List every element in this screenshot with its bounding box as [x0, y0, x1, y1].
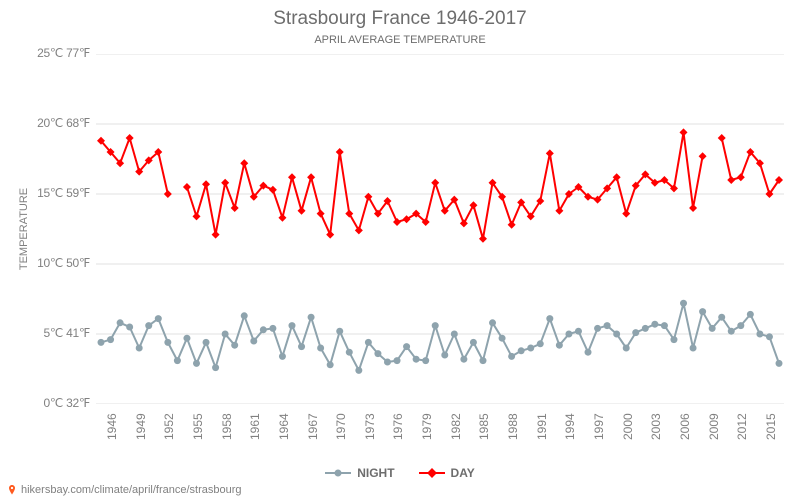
- x-tick: 1985: [477, 413, 491, 440]
- x-tick: 1988: [506, 413, 520, 440]
- legend-swatch-day: [419, 472, 445, 474]
- y-tick: 10℃ 50℉: [30, 256, 90, 270]
- x-tick: 1946: [105, 413, 119, 440]
- x-tick: 1997: [592, 413, 606, 440]
- y-tick: 20℃ 68℉: [30, 116, 90, 130]
- x-tick: 1958: [220, 413, 234, 440]
- chart-plot: [96, 54, 784, 404]
- x-tick: 2003: [649, 413, 663, 440]
- x-tick: 1982: [449, 413, 463, 440]
- x-tick: 2009: [707, 413, 721, 440]
- x-tick: 1955: [191, 413, 205, 440]
- attribution: hikersbay.com/climate/april/france/stras…: [6, 484, 242, 496]
- y-tick: 25℃ 77℉: [30, 46, 90, 60]
- y-axis-label: TEMPERATURE: [18, 184, 30, 274]
- x-tick: 1961: [248, 413, 262, 440]
- legend-label-day: DAY: [451, 466, 475, 480]
- x-tick: 1970: [334, 413, 348, 440]
- legend-label-night: NIGHT: [357, 466, 394, 480]
- x-tick: 2000: [621, 413, 635, 440]
- map-pin-icon: [6, 484, 18, 496]
- x-tick: 1979: [420, 413, 434, 440]
- x-tick: 1973: [363, 413, 377, 440]
- chart-legend: NIGHT DAY: [0, 466, 800, 480]
- chart-title: Strasbourg France 1946-2017: [0, 8, 800, 30]
- y-tick: 0℃ 32℉: [30, 396, 90, 410]
- x-tick: 1964: [277, 413, 291, 440]
- x-tick: 2012: [735, 413, 749, 440]
- y-tick: 5℃ 41℉: [30, 326, 90, 340]
- attribution-text: hikersbay.com/climate/april/france/stras…: [21, 484, 242, 496]
- legend-marker-day: [427, 468, 437, 478]
- x-tick: 1994: [563, 413, 577, 440]
- y-tick: 15℃ 59℉: [30, 186, 90, 200]
- legend-swatch-night: [325, 472, 351, 474]
- x-tick: 1976: [391, 413, 405, 440]
- x-tick: 1991: [535, 413, 549, 440]
- x-tick: 2015: [764, 413, 778, 440]
- x-tick: 2006: [678, 413, 692, 440]
- legend-item-night: NIGHT: [325, 466, 394, 480]
- x-tick: 1949: [134, 413, 148, 440]
- legend-marker-night: [335, 470, 342, 477]
- x-tick: 1952: [162, 413, 176, 440]
- chart-subtitle: APRIL AVERAGE TEMPERATURE: [0, 34, 800, 46]
- legend-item-day: DAY: [419, 466, 475, 480]
- x-tick: 1967: [306, 413, 320, 440]
- chart-container: Strasbourg France 1946-2017 APRIL AVERAG…: [0, 0, 800, 500]
